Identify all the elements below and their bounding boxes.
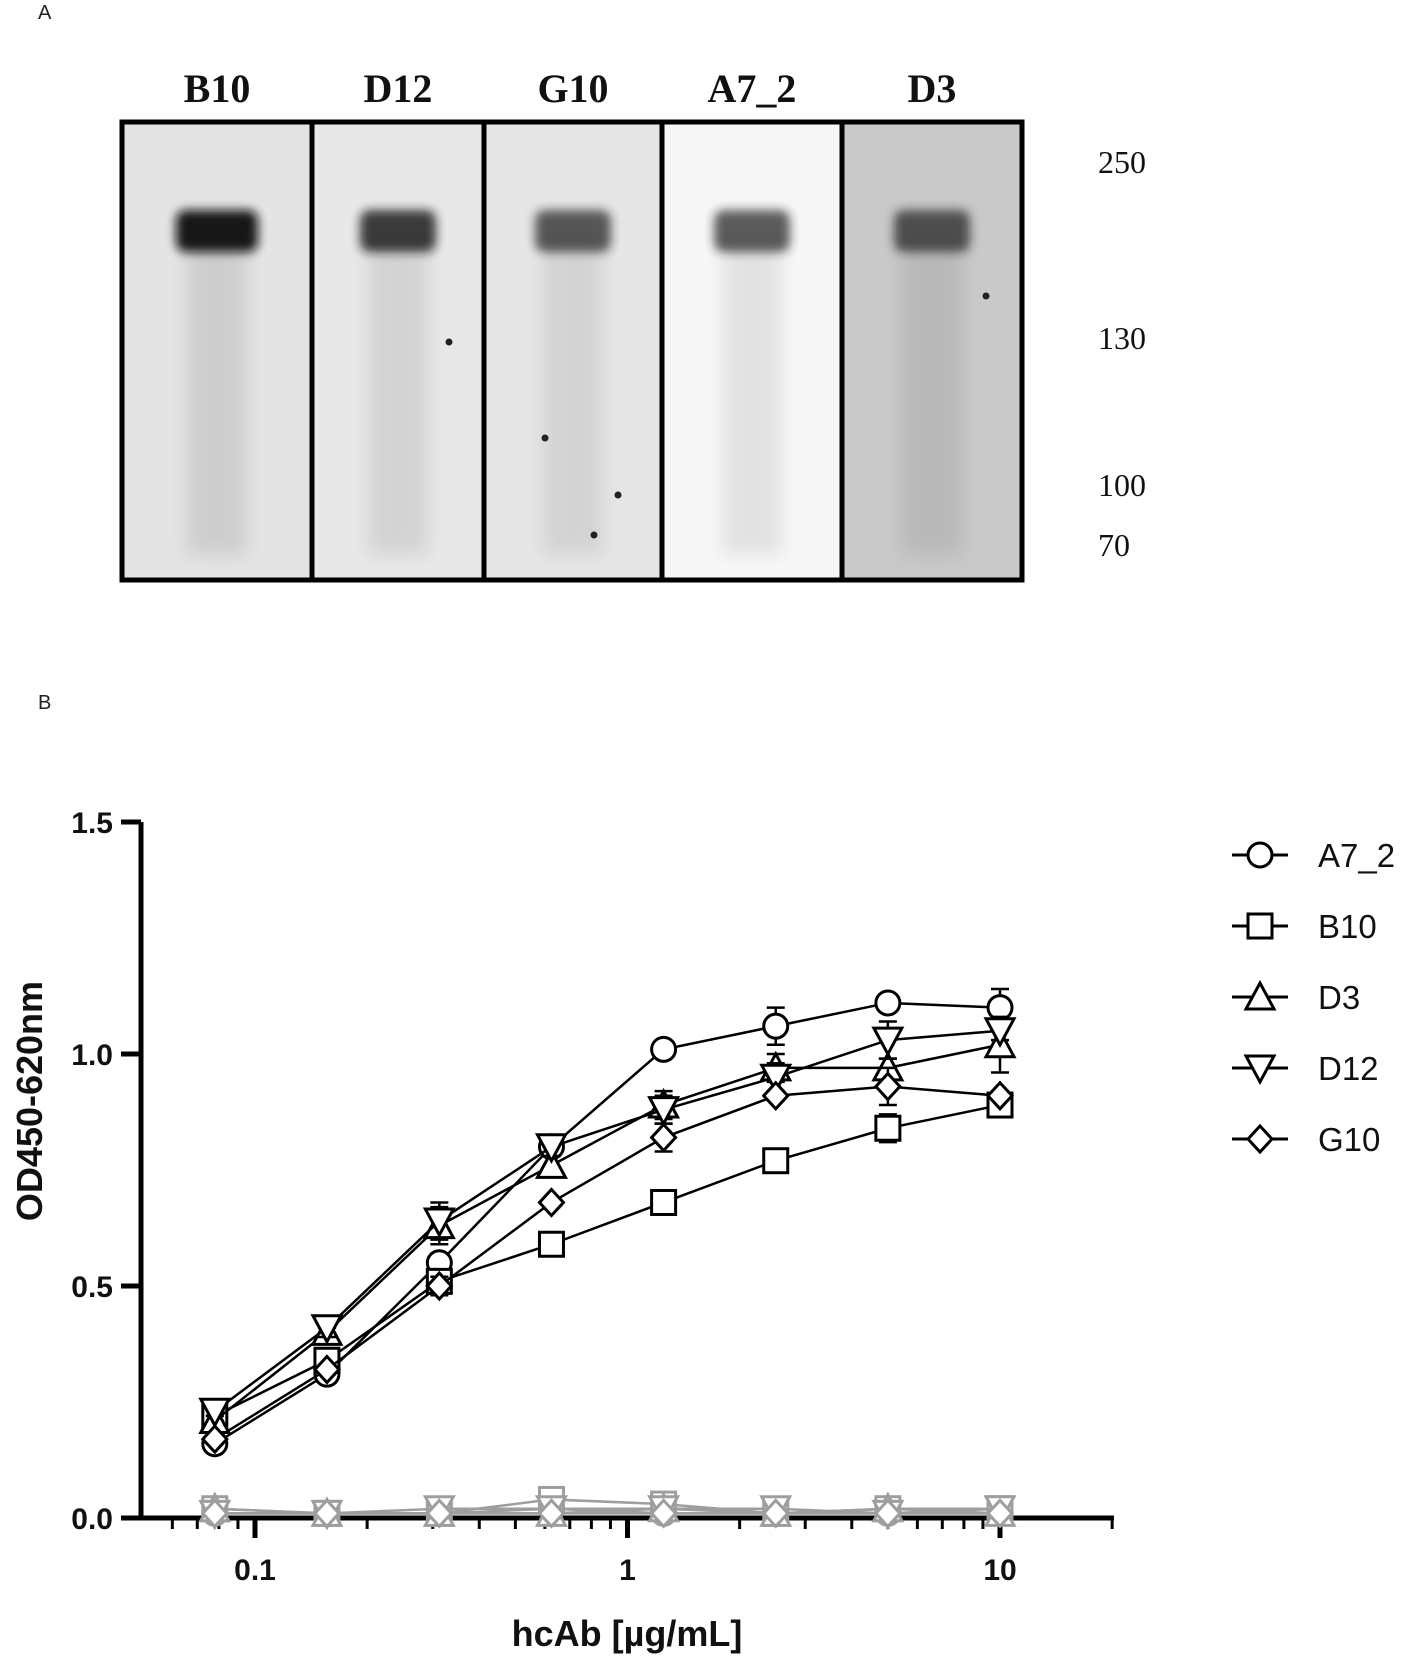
series-g10 bbox=[200, 1066, 1015, 1455]
panel-b-label: B bbox=[38, 692, 52, 714]
control-point bbox=[537, 1498, 566, 1529]
mw-marker-250: 250 bbox=[1098, 144, 1146, 180]
data-point bbox=[650, 1188, 678, 1216]
data-point bbox=[312, 1354, 341, 1385]
series-line bbox=[214, 1103, 1001, 1418]
blot-lane-d3 bbox=[839, 119, 1025, 583]
y-tick-label: 1.0 bbox=[71, 1039, 113, 1072]
data-point bbox=[874, 989, 902, 1017]
blot-lane-b10 bbox=[119, 119, 315, 583]
lane-label-b10: B10 bbox=[184, 66, 251, 111]
data-point bbox=[200, 1423, 229, 1455]
y-axis-title: OD450-620nm bbox=[9, 981, 50, 1221]
lane-border bbox=[839, 119, 1025, 583]
data-point bbox=[873, 1071, 902, 1102]
legend-entry-b10: B10 bbox=[1232, 908, 1377, 945]
legend-marker bbox=[1243, 979, 1277, 1011]
blot-lane-a7_2 bbox=[659, 119, 845, 583]
data-point bbox=[874, 1114, 902, 1142]
data-point bbox=[871, 1026, 905, 1058]
control-point bbox=[312, 1498, 341, 1529]
lane-smear bbox=[722, 235, 782, 555]
mw-marker-70: 70 bbox=[1098, 527, 1130, 563]
blot-speck bbox=[614, 491, 622, 499]
data-point bbox=[425, 1270, 454, 1302]
y-tick-label: 0.0 bbox=[71, 1503, 113, 1536]
data-point bbox=[537, 1187, 566, 1218]
y-tick-label: 1.5 bbox=[71, 807, 113, 840]
data-point bbox=[198, 1397, 232, 1429]
data-point bbox=[534, 1133, 568, 1164]
x-axis-title: hcAb [µg/mL] bbox=[512, 1613, 743, 1654]
y-tick-label: 0.5 bbox=[71, 1271, 113, 1304]
lane-smear bbox=[543, 235, 603, 555]
control-point bbox=[873, 1498, 902, 1529]
control-series-4 bbox=[200, 1498, 1015, 1529]
legend-marker bbox=[1245, 1123, 1275, 1155]
legend-label: G10 bbox=[1318, 1121, 1380, 1158]
series-d12 bbox=[198, 1017, 1017, 1429]
x-tick-label: 10 bbox=[983, 1554, 1016, 1587]
protein-band bbox=[360, 210, 436, 252]
legend-marker bbox=[1246, 841, 1274, 869]
control-point bbox=[649, 1498, 678, 1529]
lane-smear bbox=[368, 235, 428, 555]
legend-entry-g10: G10 bbox=[1232, 1121, 1380, 1158]
data-point bbox=[649, 1122, 678, 1153]
series-line bbox=[214, 1029, 1001, 1413]
legend-marker bbox=[1243, 1054, 1277, 1086]
blot-speck bbox=[590, 531, 598, 539]
lane-smear bbox=[187, 235, 247, 555]
blot-speck bbox=[541, 434, 549, 442]
data-point bbox=[310, 1314, 344, 1345]
legend-label: B10 bbox=[1318, 908, 1377, 945]
legend-label: D3 bbox=[1318, 979, 1360, 1016]
data-point bbox=[761, 1080, 790, 1111]
data-point bbox=[422, 1207, 456, 1239]
control-point bbox=[200, 1498, 229, 1529]
legend-marker bbox=[1246, 912, 1274, 940]
legend-label: A7_2 bbox=[1318, 837, 1395, 874]
data-point bbox=[762, 1147, 790, 1175]
data-point bbox=[983, 1017, 1017, 1048]
control-point bbox=[425, 1498, 454, 1529]
data-point bbox=[650, 1035, 678, 1063]
protein-band bbox=[714, 210, 790, 252]
x-tick-label: 1 bbox=[619, 1554, 636, 1587]
blot-lane-g10 bbox=[481, 119, 665, 583]
legend-entry-d12: D12 bbox=[1232, 1050, 1379, 1087]
legend-entry-a7_2: A7_2 bbox=[1232, 837, 1395, 874]
control-point bbox=[761, 1498, 790, 1529]
lane-label-d12: D12 bbox=[364, 66, 433, 111]
panel-a-label: A bbox=[38, 2, 52, 24]
data-point bbox=[534, 1148, 568, 1179]
lane-label-a7_2: A7_2 bbox=[708, 66, 797, 111]
lane-label-g10: G10 bbox=[537, 66, 608, 111]
protein-band bbox=[535, 210, 611, 252]
protein-band bbox=[176, 210, 258, 252]
series-line bbox=[214, 1085, 1001, 1441]
legend-entry-d3: D3 bbox=[1232, 979, 1360, 1016]
data-point bbox=[759, 1063, 793, 1095]
blot-speck bbox=[982, 292, 990, 300]
lane-smear bbox=[902, 235, 962, 555]
protein-band bbox=[894, 210, 970, 252]
western-blot-panel: B10 D12 G10 A7_2 D3 250 130 100 70 bbox=[119, 66, 1146, 583]
mw-marker-100: 100 bbox=[1098, 467, 1146, 503]
data-point bbox=[647, 1096, 681, 1127]
legend-label: D12 bbox=[1318, 1050, 1379, 1087]
data-point bbox=[762, 1012, 790, 1040]
blot-speck bbox=[445, 338, 453, 346]
data-point bbox=[985, 1080, 1015, 1111]
x-tick-label: 0.1 bbox=[234, 1554, 276, 1587]
series-line bbox=[214, 1043, 1001, 1422]
control-point bbox=[985, 1498, 1015, 1529]
mw-marker-130: 130 bbox=[1098, 320, 1146, 356]
lane-label-d3: D3 bbox=[908, 66, 957, 111]
data-point bbox=[537, 1230, 565, 1258]
blot-lane-d12 bbox=[309, 119, 487, 583]
